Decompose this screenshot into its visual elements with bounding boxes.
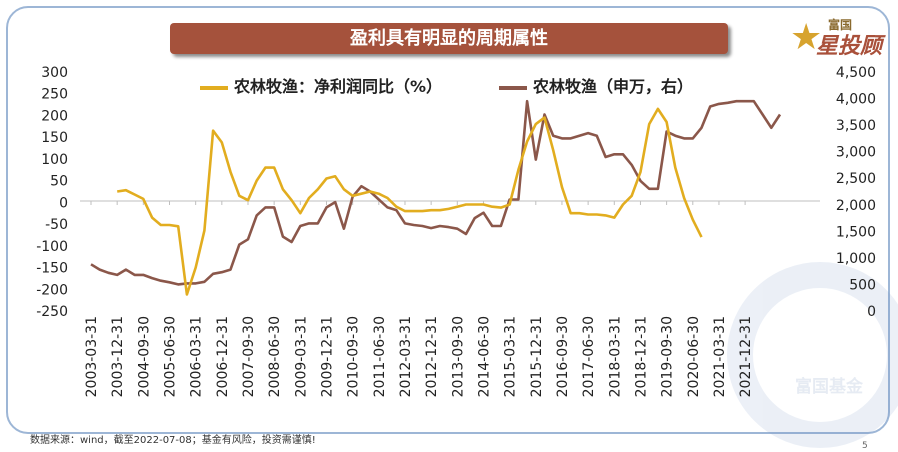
y-left-tick-label: 0: [59, 195, 68, 211]
x-tick-label: 2021-12-31: [738, 316, 754, 397]
y-left-tick-label: -250: [36, 304, 68, 320]
legend-item-series2: 农林牧渔（申万，右）: [499, 73, 693, 97]
x-tick-label: 2005-06-30: [162, 316, 178, 397]
x-tick-label: 2016-09-30: [555, 316, 571, 397]
x-tick-label: 2008-06-30: [267, 316, 283, 397]
x-tick-label: 2020-06-30: [686, 316, 702, 397]
y-right-tick-label: 500: [849, 277, 876, 293]
x-axis: 2003-03-31 2003-12-31 2004-09-30 2005-06-30…: [84, 201, 754, 397]
x-tick-label: 2013-09-30: [450, 316, 466, 397]
legend-item-series1: 农林牧渔：净利润同比（%）: [200, 73, 442, 97]
plot-series: [90, 99, 782, 296]
watermark-text: 富国基金: [795, 376, 864, 397]
x-tick-label: 2010-09-30: [346, 316, 362, 397]
x-tick-label: 2003-03-31: [84, 316, 100, 397]
y-left-tick-label: -100: [36, 239, 68, 255]
x-tick-label: 2012-12-31: [424, 316, 440, 397]
legend-swatch-series1: [200, 85, 228, 90]
y-right-tick-label: 4,000: [836, 92, 876, 108]
x-tick-label: 2015-12-31: [529, 316, 545, 397]
x-tick-label: 2007-09-30: [241, 316, 257, 397]
watermark-ring: [727, 262, 898, 448]
y-left-tick-label: -150: [36, 261, 68, 277]
y-left-tick-label: -50: [45, 217, 68, 233]
y-right-tick-label: 0: [867, 304, 876, 320]
legend-label-series1: 农林牧渔：净利润同比（%）: [234, 77, 443, 96]
brand-logo: ★ 富国 星投顾: [790, 12, 890, 62]
y-left-tick-label: 250: [41, 87, 68, 103]
x-tick-label: 2004-09-30: [136, 316, 152, 397]
legend-label-series2: 农林牧渔（申万，右）: [533, 77, 694, 96]
y-left-tick-label: -200: [36, 282, 68, 298]
x-tick-label: 2017-06-30: [581, 316, 597, 397]
series-line-2: [90, 99, 782, 286]
chart-title: 盈利具有明显的周期属性: [170, 23, 728, 54]
y-left-tick-label: 50: [50, 174, 68, 190]
y-right-tick-label: 2,500: [836, 171, 876, 187]
y-left-tick-label: 200: [41, 108, 68, 124]
x-tick-label: 2018-03-31: [607, 316, 623, 397]
y-right-tick-label: 3,000: [836, 145, 876, 161]
x-tick-label: 2021-03-31: [712, 316, 728, 397]
y-left-tick-label: 150: [41, 130, 68, 146]
x-tick-label: 2009-12-31: [319, 316, 335, 397]
x-tick-label: 2003-12-31: [110, 316, 126, 397]
y-axis-left: 300 250 200 150 100 50 0 -50 -100 -150 -200 -250: [36, 65, 68, 320]
x-tick-label: 2006-12-31: [215, 316, 231, 397]
x-tick-label: 2018-12-31: [633, 316, 649, 397]
y-axis-right: 4,500 4,000 3,500 3,000 2,500 2,000 1,500 1,000…: [836, 65, 876, 320]
star-icon: ★: [790, 17, 823, 58]
x-tick-label: 2012-03-31: [398, 316, 414, 397]
logo-small-text: 富国: [828, 18, 853, 32]
y-right-tick-label: 3,500: [836, 118, 876, 134]
x-tick-label: 2006-03-31: [189, 316, 205, 397]
x-tick-label: 2009-03-31: [293, 316, 309, 397]
source-note: 数据来源：wind，截至2022-07-08；基金有风险，投资需谨慎!: [30, 435, 316, 446]
legend-swatch-series2: [499, 85, 527, 90]
y-right-tick-label: 1,000: [836, 251, 876, 267]
watermark: 富国基金: [727, 262, 898, 448]
y-left-tick-label: 100: [41, 152, 68, 168]
x-tick-label: 2015-03-31: [503, 316, 519, 397]
y-right-tick-label: 1,500: [836, 224, 876, 240]
page-number: 5: [862, 441, 868, 451]
slide-frame: [6, 6, 890, 434]
logo-big-text: 星投顾: [816, 34, 883, 59]
x-tick-label: 2011-06-30: [372, 316, 388, 397]
y-right-tick-label: 2,000: [836, 198, 876, 214]
y-right-tick-label: 4,500: [836, 65, 876, 81]
x-tick-label: 2019-09-30: [660, 316, 676, 397]
x-tick-label: 2014-06-30: [476, 316, 492, 397]
series-line-1: [117, 107, 703, 296]
y-left-tick-label: 300: [41, 65, 68, 81]
